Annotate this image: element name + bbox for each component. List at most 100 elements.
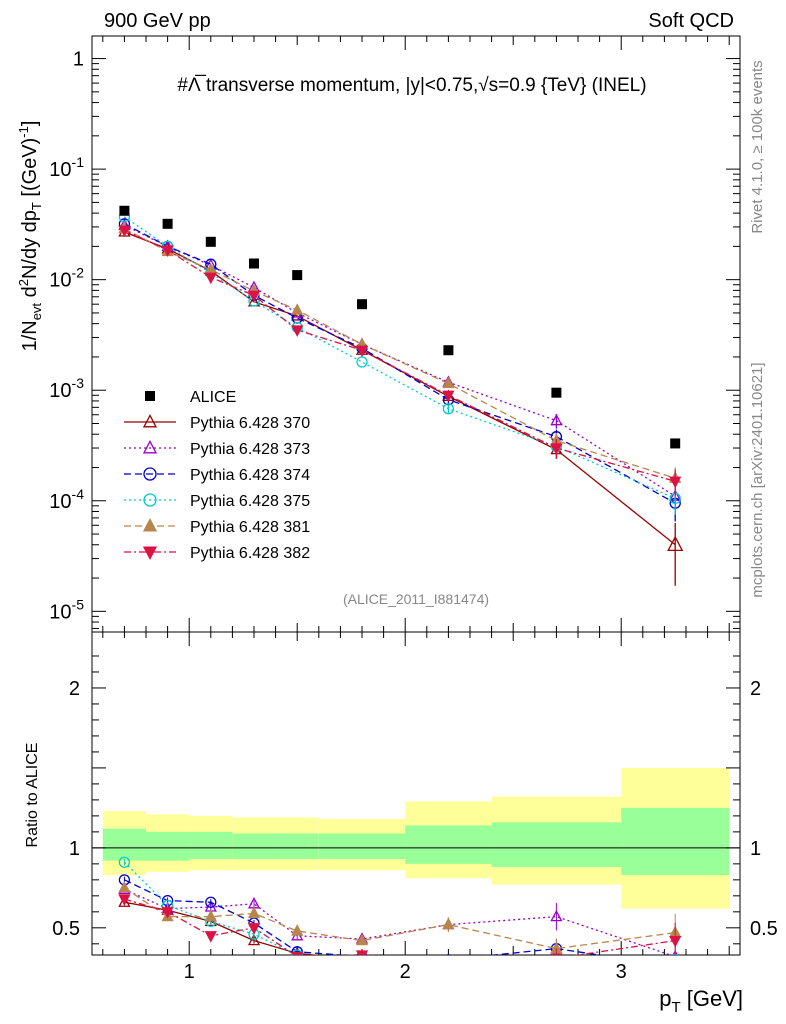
analysis-id: (ALICE_2011_I881474) <box>343 591 489 607</box>
legend-item-1: Pythia 6.428 373 <box>124 440 310 458</box>
ratio-point <box>443 956 453 966</box>
y-tick-label-top: 10-5 <box>49 596 84 623</box>
ratio-point <box>670 986 680 996</box>
series-point <box>550 443 563 455</box>
alice-data <box>119 205 681 449</box>
green-band-3 <box>232 833 276 860</box>
alice-point <box>551 387 562 398</box>
legend-label: Pythia 6.428 374 <box>190 467 310 484</box>
rivet-label: Rivet 4.1.0, ≥ 100k events <box>749 60 766 233</box>
series-point <box>550 413 563 426</box>
series-point <box>442 376 455 389</box>
y-tick-label-bottom-right: 0.5 <box>750 918 778 940</box>
series-point <box>669 476 682 489</box>
ratio-point <box>550 909 563 922</box>
legend-item-0: Pythia 6.428 370 <box>124 414 310 432</box>
ratio-line <box>124 898 676 955</box>
series-point <box>442 403 455 415</box>
ratio-point <box>204 931 217 943</box>
ratio-point <box>291 924 304 936</box>
ratio-line <box>124 887 676 950</box>
ratio-plot-frame <box>91 631 741 956</box>
y-tick-label-top: 1 <box>73 49 84 71</box>
alice-point <box>357 299 367 310</box>
alice-point <box>162 218 173 229</box>
alice-point <box>670 438 681 449</box>
uncertainty-bands <box>92 767 740 909</box>
ratio-point <box>442 917 455 930</box>
axes: 1 2 3 1 10-1 10-2 10-3 10-4 10-5 0.5 0.5 1 1 2 2 <box>49 36 778 983</box>
legend-marker <box>142 414 158 428</box>
x-tick-label: 2 <box>400 961 411 983</box>
ratio-point <box>355 933 369 946</box>
series-ratio-0 <box>118 895 680 996</box>
alice-point <box>249 258 259 269</box>
green-band-6 <box>405 825 492 864</box>
series-ratio-5 <box>118 894 682 966</box>
y-tick-label-bottom-right: 1 <box>750 838 761 860</box>
mcplots-label: mcplots.cern.ch [arXiv:2401.10621] <box>749 362 766 597</box>
ratio-point <box>291 951 304 955</box>
green-band-4 <box>275 833 319 860</box>
y-tick-label-top: 10-4 <box>49 486 84 513</box>
main-plot-frame <box>91 35 741 633</box>
ratio-point <box>247 923 261 935</box>
y-tick-label-top: 10-2 <box>49 265 84 292</box>
y-tick-label-bottom: 0.5 <box>52 918 80 940</box>
ratio-line <box>124 888 673 955</box>
legend-label: Pythia 6.428 381 <box>190 519 310 536</box>
alice-point <box>292 270 303 281</box>
legend-label-alice: ALICE <box>190 389 236 406</box>
legend-marker <box>142 518 158 532</box>
ratio-point <box>355 950 369 955</box>
green-band-1 <box>146 831 190 861</box>
ratio-point <box>204 909 217 922</box>
series-point <box>118 225 131 238</box>
green-band-8 <box>621 807 730 876</box>
legend-item-5: Pythia 6.428 382 <box>124 545 310 562</box>
header-left: 900 GeV pp <box>104 10 211 32</box>
main-plot-series <box>118 205 684 586</box>
ratio-point <box>669 935 682 948</box>
y-tick-label-bottom: 1 <box>69 838 80 860</box>
ratio-point <box>670 961 680 971</box>
y-tick-label-bottom-right: 2 <box>750 678 761 700</box>
legend-label: Pythia 6.428 370 <box>190 415 310 432</box>
series-point <box>161 245 174 258</box>
series-ratio-1 <box>118 882 678 955</box>
header-right: Soft QCD <box>648 10 734 32</box>
series-point <box>291 303 304 315</box>
ratio-line <box>123 861 307 955</box>
ratio-point <box>247 933 261 946</box>
green-band-2 <box>189 831 233 860</box>
ratio-point <box>161 907 174 919</box>
ratio-plot-series <box>118 856 682 996</box>
series-point <box>667 535 684 552</box>
ratio-point <box>118 856 131 868</box>
ratio-point <box>445 954 452 955</box>
series-point <box>356 356 368 368</box>
series-point <box>204 272 217 285</box>
x-tick-label: 3 <box>616 961 627 983</box>
ratio-point <box>118 895 131 907</box>
series-point <box>355 345 369 358</box>
ratio-point <box>247 906 261 919</box>
legend-label: Pythia 6.428 375 <box>190 493 310 510</box>
legend-item-2: Pythia 6.428 374 <box>124 467 310 484</box>
legend-marker <box>142 546 158 560</box>
alice-point <box>119 205 130 216</box>
legend: ALICE Pythia 6.428 370 Pythia 6.428 373 Pyt… <box>124 389 310 562</box>
series-top-5 <box>118 225 682 497</box>
series-line <box>124 224 676 497</box>
ratio-point <box>359 954 365 955</box>
ratio-point <box>443 956 453 966</box>
series-point <box>442 390 455 403</box>
y-axis-label-bottom: Ratio to ALICE <box>24 743 41 848</box>
y-tick-label-top: 10-1 <box>49 154 84 181</box>
ratio-point <box>443 957 453 967</box>
legend-item-4: Pythia 6.428 381 <box>124 518 310 536</box>
y-tick-label-top: 10-3 <box>49 375 84 402</box>
series-point <box>291 309 304 321</box>
ratio-point <box>360 952 364 955</box>
legend-item-3: Pythia 6.428 375 <box>124 493 310 510</box>
